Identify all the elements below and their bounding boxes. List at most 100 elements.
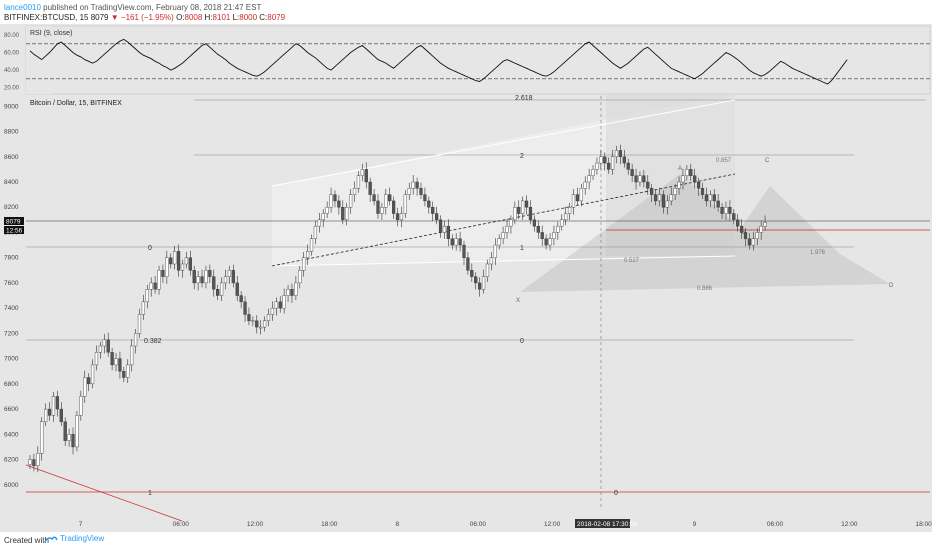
candle-body	[337, 200, 341, 208]
candle-body	[94, 352, 99, 366]
candle-body	[603, 156, 607, 164]
candle-body	[364, 169, 368, 183]
rsi-pane: RSI (9, close) 20.00 40.00 60.00 80.00	[4, 25, 931, 95]
candle-body	[239, 295, 243, 303]
candle-body	[145, 289, 149, 303]
candle-body	[196, 276, 200, 284]
tradingview-logo-icon[interactable]: TradingView	[44, 534, 104, 544]
candle-body	[325, 207, 329, 214]
last-price-label: 8079	[6, 219, 21, 226]
open-label: O:	[176, 13, 185, 22]
candle-body	[419, 188, 423, 195]
publish-info: lance0010 published on TradingView.com, …	[4, 3, 261, 12]
candle-body	[575, 194, 580, 202]
ratio-label: 0.886	[697, 286, 713, 292]
footer-created-with: Created with	[4, 536, 49, 545]
candle-body	[122, 371, 126, 378]
candle-body	[32, 459, 36, 467]
rsi-y-axis: 20.00 40.00 60.00 80.00	[4, 33, 20, 92]
candle-body	[630, 169, 634, 176]
rsi-tick-label: 20.00	[4, 86, 20, 92]
candle-body	[696, 181, 701, 189]
candle-body	[231, 270, 235, 284]
candle-body	[739, 225, 744, 233]
candle-body	[685, 169, 689, 176]
price-tick-label: 6600	[4, 406, 19, 413]
candle-body	[83, 377, 87, 397]
time-x-axis: 7 06:00 12:00 18:00 8 06:00 12:00 9 06:00 12:00 18…	[79, 521, 932, 528]
candle-body	[219, 282, 224, 296]
candle-body	[176, 251, 181, 271]
candle-body	[743, 232, 748, 239]
symbol-name: BITFINEX:BTCUSD, 15	[4, 13, 89, 22]
last-price-text: 8079	[90, 13, 109, 22]
candle-body	[700, 188, 705, 195]
candle-body	[560, 219, 564, 227]
candle-body	[642, 175, 646, 183]
time-tick-label: 9	[693, 521, 697, 528]
candle-body	[610, 156, 615, 170]
candle-body	[169, 257, 173, 265]
rsi-tick-label: 80.00	[4, 33, 20, 39]
price-tick-label: 9000	[4, 103, 19, 110]
fib-label: 0	[148, 245, 152, 252]
price-tick-label: 6400	[4, 431, 19, 438]
candle-body	[184, 257, 189, 265]
candle-body	[595, 162, 599, 170]
price-tick-label: 6000	[4, 482, 19, 489]
candle-body	[133, 333, 138, 347]
candle-body	[40, 421, 44, 454]
candle-body	[646, 181, 650, 189]
candle-body	[517, 207, 521, 214]
candle-body	[173, 251, 177, 265]
candle-body	[200, 276, 204, 284]
candle-body	[438, 219, 443, 233]
candle-body	[724, 207, 728, 214]
candle-body	[305, 251, 310, 258]
footer-brand-text: TradingView	[60, 534, 105, 544]
candle-body	[352, 188, 357, 195]
price-tick-label: 7600	[4, 280, 19, 287]
candlestick-series	[28, 144, 767, 473]
candle-body	[470, 270, 474, 277]
candle-body	[478, 282, 482, 290]
time-tick-label: 8	[395, 521, 399, 528]
candle-body	[317, 219, 321, 227]
candle-body	[157, 270, 161, 290]
candle-body	[442, 225, 447, 233]
fib-label: 2.618	[515, 95, 533, 102]
time-tick-label: 06:00	[470, 521, 487, 528]
candle-body	[270, 307, 275, 315]
candle-body	[614, 150, 619, 157]
rsi-tick-label: 40.00	[4, 68, 20, 74]
candle-body	[216, 289, 220, 296]
candle-body	[607, 162, 611, 170]
candle-body	[423, 194, 427, 202]
candle-body	[673, 188, 677, 195]
candle-body	[130, 345, 134, 366]
fib-label: 2	[520, 153, 524, 160]
candle-body	[368, 181, 372, 195]
candle-body	[450, 238, 454, 246]
candle-body	[669, 194, 673, 202]
time-tick-label: 12:00	[544, 521, 561, 528]
candle-body	[556, 225, 560, 233]
candle-body	[501, 232, 505, 239]
candle-body	[274, 301, 278, 309]
rsi-guides	[26, 43, 930, 80]
candle-body	[227, 270, 232, 277]
candle-body	[591, 169, 595, 176]
candle-body	[462, 244, 466, 258]
price-pane: Bitcoin / Dollar, 15, BITFINEX 2.618 2 1…	[4, 94, 932, 528]
candle-body	[677, 181, 681, 189]
harmonic-pattern	[520, 174, 890, 292]
channel-bottom	[271, 255, 736, 267]
chart-area[interactable]: RSI (9, close) 20.00 40.00 60.00 80.00 Bitc…	[0, 24, 932, 532]
author-link[interactable]: lance0010	[4, 3, 41, 12]
candle-body	[474, 276, 478, 284]
candle-body	[521, 200, 525, 214]
candle-body	[87, 377, 91, 385]
candle-body	[693, 175, 697, 183]
price-y-axis: 6000 6200 6400 6600 6800 7000 7200 7400 7600 7800…	[4, 103, 19, 488]
candle-body	[47, 408, 52, 416]
